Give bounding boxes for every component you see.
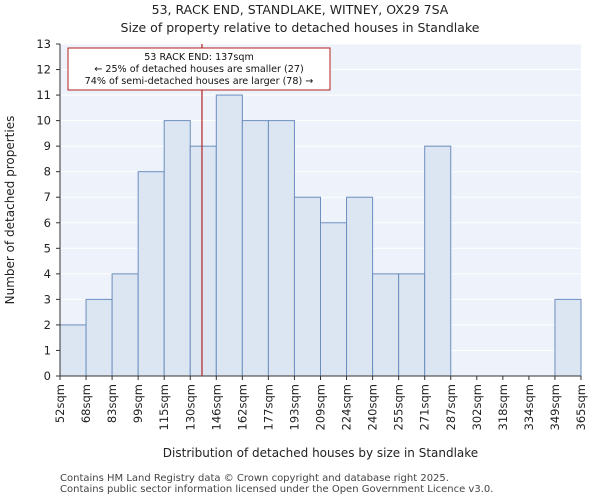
y-tick-label: 12 [36, 63, 51, 77]
x-tick-label: 271sqm [418, 384, 432, 430]
bar-52sqm [59, 324, 87, 377]
annotation-box [67, 47, 331, 91]
y-tick-label: 6 [44, 216, 51, 230]
bar-146sqm [215, 94, 243, 377]
y-tick-label: 2 [44, 318, 51, 332]
bar-209sqm [320, 222, 348, 377]
bar-68sqm [85, 298, 113, 377]
annotation-smaller: ← 25% of detached houses are smaller (27… [94, 64, 303, 75]
x-tick-label: 224sqm [340, 384, 354, 430]
footer-copyright: Contains HM Land Registry data © Crown c… [60, 473, 449, 484]
x-tick-label: 255sqm [392, 384, 406, 430]
y-axis-label: Number of detached properties [3, 116, 17, 305]
x-tick-label: 240sqm [366, 384, 380, 430]
bar-193sqm [293, 196, 322, 377]
bar-115sqm [163, 120, 191, 377]
y-tick-label: 13 [36, 37, 51, 51]
y-tick-label: 0 [44, 369, 51, 383]
x-tick-label: 193sqm [287, 384, 301, 430]
bar-130sqm [189, 145, 217, 377]
x-tick-label: 130sqm [183, 384, 197, 430]
x-tick-label: 334sqm [522, 384, 536, 430]
bar-349sqm [554, 298, 582, 377]
bar-240sqm [372, 273, 400, 377]
bar-177sqm [267, 120, 295, 377]
footer-licence: Contains public sector information licen… [60, 484, 494, 495]
x-tick-label: 99sqm [131, 384, 145, 423]
bar-99sqm [137, 171, 165, 377]
x-tick-label: 68sqm [79, 384, 93, 423]
y-tick-label: 3 [44, 292, 51, 306]
bar-83sqm [111, 273, 139, 377]
bar-271sqm [424, 145, 452, 377]
x-tick-label: 287sqm [444, 384, 458, 430]
x-tick-label: 162sqm [235, 384, 249, 430]
x-tick-label: 318sqm [496, 384, 510, 430]
y-tick-label: 9 [44, 139, 51, 153]
y-tick-label: 4 [44, 267, 51, 281]
x-tick-label: 209sqm [314, 384, 328, 430]
x-tick-label: 52sqm [53, 384, 67, 423]
x-tick-label: 115sqm [157, 384, 171, 430]
bar-224sqm [346, 196, 374, 377]
x-tick-label: 365sqm [574, 384, 588, 430]
y-tick-label: 11 [36, 88, 51, 102]
x-axis-label: Distribution of detached houses by size … [163, 446, 478, 460]
annotation-title: 53 RACK END: 137sqm [144, 52, 254, 63]
y-tick-label: 8 [44, 165, 51, 179]
x-tick-label: 83sqm [105, 384, 119, 423]
bar-255sqm [398, 273, 426, 377]
x-tick-label: 177sqm [261, 384, 275, 430]
bar-162sqm [241, 120, 269, 377]
y-tick-label: 7 [44, 190, 51, 204]
x-tick-label: 302sqm [470, 384, 484, 430]
y-tick-label: 1 [44, 343, 51, 357]
x-tick-label: 146sqm [209, 384, 223, 430]
chart-subtitle: Size of property relative to detached ho… [120, 20, 480, 35]
y-tick-label: 10 [36, 114, 51, 128]
annotation-larger: 74% of semi-detached houses are larger (… [85, 76, 314, 87]
x-tick-label: 349sqm [548, 384, 562, 430]
y-tick-label: 5 [44, 241, 51, 255]
chart-title: 53, RACK END, STANDLAKE, WITNEY, OX29 7S… [151, 2, 449, 17]
